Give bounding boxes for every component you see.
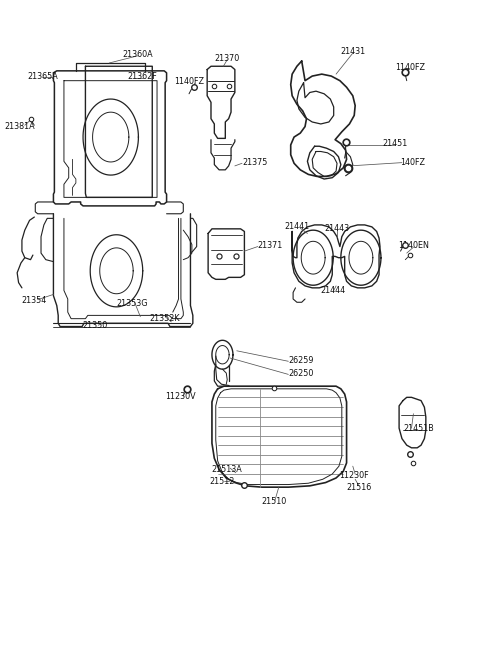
Text: 21431: 21431 xyxy=(340,47,365,57)
Text: 21381A: 21381A xyxy=(5,122,36,131)
Text: 21444: 21444 xyxy=(320,286,345,295)
Text: 21352K: 21352K xyxy=(149,313,180,323)
Text: 21510: 21510 xyxy=(262,497,287,506)
Text: 21353G: 21353G xyxy=(117,299,148,308)
Text: 11230F: 11230F xyxy=(339,471,369,480)
Text: 21365A: 21365A xyxy=(27,72,58,81)
Text: 21451B: 21451B xyxy=(403,424,434,434)
Text: 21375: 21375 xyxy=(242,158,267,167)
Text: 21360A: 21360A xyxy=(122,50,153,59)
Text: 21362F: 21362F xyxy=(128,72,157,81)
Text: 21441: 21441 xyxy=(284,222,310,231)
Text: 21513A: 21513A xyxy=(212,465,242,474)
Text: 21512: 21512 xyxy=(210,477,235,486)
Text: 21354: 21354 xyxy=(22,296,47,306)
Text: 21451: 21451 xyxy=(382,139,408,148)
Text: 1140FZ: 1140FZ xyxy=(174,78,204,87)
Text: 21370: 21370 xyxy=(215,54,240,63)
Text: 1140EN: 1140EN xyxy=(398,241,429,250)
Text: 26259: 26259 xyxy=(288,356,314,365)
Text: 21371: 21371 xyxy=(258,241,283,250)
Text: 1140FZ: 1140FZ xyxy=(395,63,425,72)
Text: 140FZ: 140FZ xyxy=(400,158,426,167)
Text: 11230V: 11230V xyxy=(165,392,196,401)
Text: 21443: 21443 xyxy=(324,223,349,233)
Text: 21350: 21350 xyxy=(83,321,108,330)
Text: 26250: 26250 xyxy=(288,369,314,378)
Text: 21516: 21516 xyxy=(347,483,372,491)
